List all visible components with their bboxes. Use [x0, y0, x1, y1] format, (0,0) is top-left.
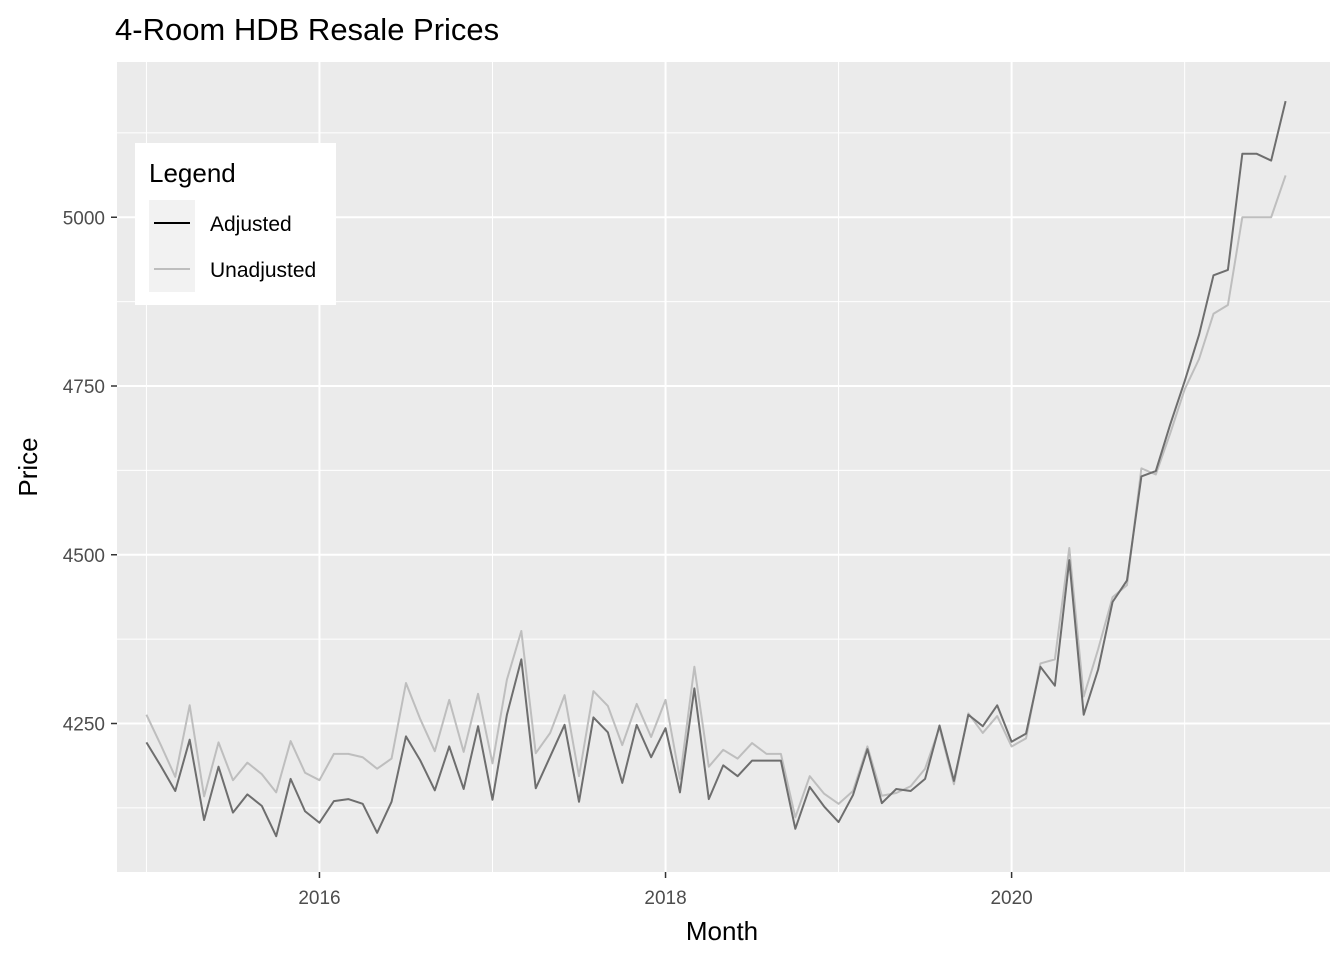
chart-title: 4-Room HDB Resale Prices	[115, 12, 499, 47]
x-axis-title: Month	[686, 916, 758, 946]
legend-label-unadjusted: Unadjusted	[210, 259, 316, 282]
legend-title: Legend	[149, 158, 236, 188]
series-line-adjusted	[145, 100, 1287, 838]
x-tick-label: 2016	[298, 888, 340, 909]
y-tick-label: 4750	[63, 377, 105, 398]
major-gridlines	[117, 62, 1330, 872]
y-tick-label: 5000	[63, 208, 105, 229]
y-tick-label: 4250	[63, 715, 105, 736]
series-layer	[145, 100, 1287, 838]
y-axis-title: Price	[13, 437, 43, 496]
legend: Legend Adjusted Unadjusted	[135, 143, 336, 305]
x-tick-label: 2018	[644, 888, 686, 909]
x-axis: 2016 2018 2020	[298, 872, 1033, 909]
legend-label-adjusted: Adjusted	[210, 213, 292, 236]
y-axis: 4250 4500 4750 5000	[63, 208, 117, 736]
y-tick-label: 4500	[63, 546, 105, 567]
x-tick-label: 2020	[990, 888, 1032, 909]
series-line-unadjusted	[145, 175, 1287, 819]
